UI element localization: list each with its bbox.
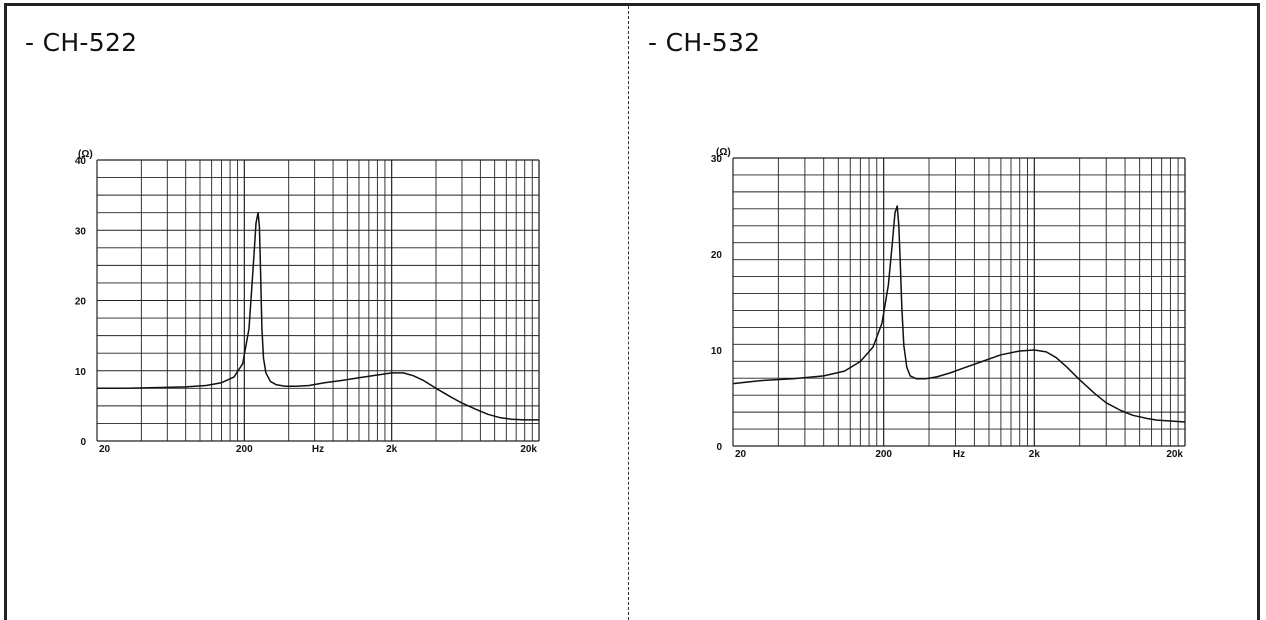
page-frame xyxy=(4,3,1260,620)
x-tick-label: 20k xyxy=(1166,449,1183,460)
y-tick-label: 0 xyxy=(80,437,86,448)
x-tick-label: 20 xyxy=(735,449,747,460)
x-tick-label: 20k xyxy=(520,444,537,455)
y-axis-unit-label: (Ω) xyxy=(78,149,93,160)
x-tick-label: 20 xyxy=(99,444,111,455)
y-tick-label: 10 xyxy=(75,367,87,378)
y-tick-label: 30 xyxy=(711,154,723,165)
y-tick-label: 40 xyxy=(75,156,87,167)
x-tick-label: 2k xyxy=(1029,449,1041,460)
impedance-curve xyxy=(732,205,1186,423)
panel-title: - CH-522 xyxy=(25,28,138,57)
panel-ch-522: - CH-522 xyxy=(7,6,627,620)
y-tick-label: 10 xyxy=(711,346,723,357)
panel-divider xyxy=(628,6,629,620)
y-tick-label: 20 xyxy=(711,250,723,261)
panel-title: - CH-532 xyxy=(648,28,761,57)
y-axis-unit-label: (Ω) xyxy=(716,147,731,158)
x-axis-unit-label: Hz xyxy=(312,444,324,455)
impedance-curve xyxy=(97,211,539,421)
panel-ch-532: - CH-532 xyxy=(631,6,1257,620)
x-axis-unit-label: Hz xyxy=(953,449,965,460)
y-tick-label: 0 xyxy=(716,442,722,453)
y-tick-label: 30 xyxy=(75,226,87,237)
y-tick-label: 20 xyxy=(75,297,87,308)
x-tick-label: 200 xyxy=(236,444,253,455)
x-tick-label: 200 xyxy=(875,449,892,460)
x-tick-label: 2k xyxy=(386,444,398,455)
